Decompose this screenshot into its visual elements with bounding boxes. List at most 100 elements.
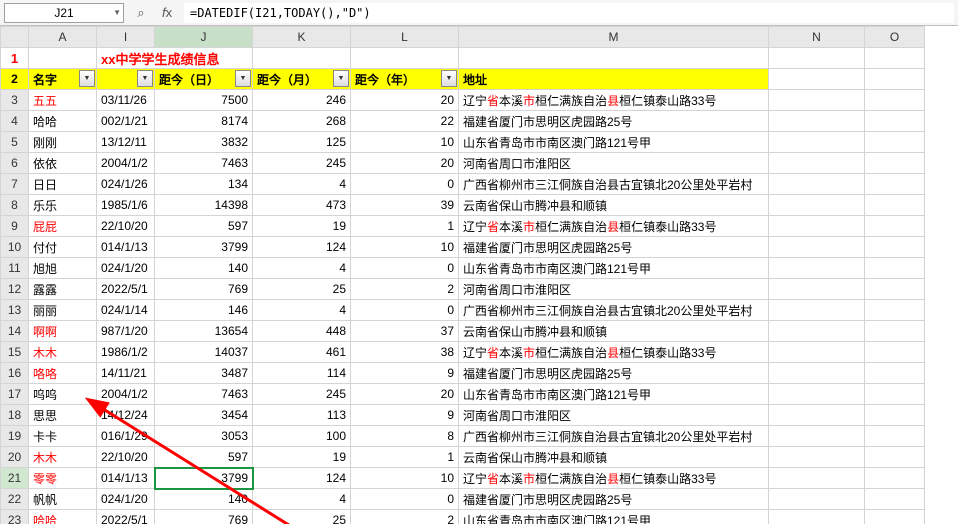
cell-name[interactable]: 日日 xyxy=(29,174,97,195)
cell[interactable] xyxy=(29,48,97,69)
cell[interactable] xyxy=(769,69,865,90)
cell[interactable] xyxy=(865,48,925,69)
cell[interactable] xyxy=(769,195,865,216)
cell-months[interactable]: 245 xyxy=(253,384,351,405)
cell-name[interactable]: 咯咯 xyxy=(29,363,97,384)
row-header[interactable]: 11 xyxy=(1,258,29,279)
col-header-K[interactable]: K xyxy=(253,27,351,48)
cell-months[interactable]: 4 xyxy=(253,174,351,195)
cell[interactable] xyxy=(865,363,925,384)
col-header-L[interactable]: L xyxy=(351,27,459,48)
cell[interactable] xyxy=(865,510,925,524)
cell-date[interactable]: 14/11/21 xyxy=(97,363,155,384)
row-header[interactable]: 4 xyxy=(1,111,29,132)
row-header[interactable]: 5 xyxy=(1,132,29,153)
cell[interactable] xyxy=(769,111,865,132)
cell[interactable] xyxy=(769,132,865,153)
cell-years[interactable]: 38 xyxy=(351,342,459,363)
cell[interactable] xyxy=(769,174,865,195)
filter-dropdown-icon[interactable]: ▼ xyxy=(333,70,349,87)
cell-name[interactable]: 哈哈 xyxy=(29,111,97,132)
cell[interactable] xyxy=(769,321,865,342)
cell[interactable] xyxy=(769,405,865,426)
row-header[interactable]: 23 xyxy=(1,510,29,524)
cell-days[interactable]: 597 xyxy=(155,447,253,468)
cell[interactable] xyxy=(769,426,865,447)
cell[interactable] xyxy=(769,279,865,300)
cell-months[interactable]: 4 xyxy=(253,258,351,279)
cell-date[interactable]: 987/1/20 xyxy=(97,321,155,342)
cell-name[interactable]: 零零 xyxy=(29,468,97,489)
cell-name[interactable]: 露露 xyxy=(29,279,97,300)
cell-months[interactable]: 114 xyxy=(253,363,351,384)
cell-date[interactable]: 2004/1/2 xyxy=(97,384,155,405)
cell[interactable] xyxy=(769,237,865,258)
cell-months[interactable]: 25 xyxy=(253,510,351,524)
cell[interactable] xyxy=(865,468,925,489)
filter-dropdown-icon[interactable]: ▼ xyxy=(235,70,251,87)
cell-name[interactable]: 木木 xyxy=(29,447,97,468)
col-header-A[interactable]: A xyxy=(29,27,97,48)
cell-months[interactable]: 268 xyxy=(253,111,351,132)
cell-months[interactable]: 124 xyxy=(253,468,351,489)
cell-addr[interactable]: 辽宁省本溪市桓仁满族自治县桓仁镇泰山路33号 xyxy=(459,342,769,363)
cell[interactable] xyxy=(865,174,925,195)
cell-addr[interactable]: 山东省青岛市市南区澳门路121号甲 xyxy=(459,132,769,153)
cell[interactable] xyxy=(769,363,865,384)
cell-addr[interactable]: 云南省保山市腾冲县和顺镇 xyxy=(459,447,769,468)
cell-addr[interactable]: 山东省青岛市市南区澳门路121号甲 xyxy=(459,384,769,405)
cell-months[interactable]: 246 xyxy=(253,90,351,111)
cell-name[interactable]: 付付 xyxy=(29,237,97,258)
filter-dropdown-icon[interactable]: ▼ xyxy=(441,70,457,87)
row-header[interactable]: 1 xyxy=(1,48,29,69)
cell-days[interactable]: 14037 xyxy=(155,342,253,363)
cell-addr[interactable]: 辽宁省本溪市桓仁满族自治县桓仁镇泰山路33号 xyxy=(459,216,769,237)
cell-years[interactable]: 37 xyxy=(351,321,459,342)
cell-name[interactable]: 丽丽 xyxy=(29,300,97,321)
cell-years[interactable]: 8 xyxy=(351,426,459,447)
cell[interactable] xyxy=(769,300,865,321)
cell-days[interactable]: 3799 xyxy=(155,468,253,489)
cell-days[interactable]: 14398 xyxy=(155,195,253,216)
cell-name[interactable]: 屁屁 xyxy=(29,216,97,237)
cell-name[interactable]: 五五 xyxy=(29,90,97,111)
filter-cell-addr[interactable]: 地址 xyxy=(459,69,769,90)
cell-days[interactable]: 769 xyxy=(155,510,253,524)
cell[interactable] xyxy=(351,48,459,69)
cell-days[interactable]: 7463 xyxy=(155,153,253,174)
row-header[interactable]: 9 xyxy=(1,216,29,237)
cell-months[interactable]: 113 xyxy=(253,405,351,426)
cell[interactable] xyxy=(769,48,865,69)
cell-date[interactable]: 024/1/14 xyxy=(97,300,155,321)
cell-date[interactable]: 03/11/26 xyxy=(97,90,155,111)
cell-name[interactable]: 乐乐 xyxy=(29,195,97,216)
cell-date[interactable]: 016/1/29 xyxy=(97,426,155,447)
filter-dropdown-icon[interactable]: ▼ xyxy=(137,70,153,87)
cell-addr[interactable]: 福建省厦门市思明区虎园路25号 xyxy=(459,111,769,132)
cell[interactable] xyxy=(769,153,865,174)
cell-months[interactable]: 4 xyxy=(253,300,351,321)
cell-name[interactable]: 思思 xyxy=(29,405,97,426)
cell[interactable] xyxy=(769,216,865,237)
cell-date[interactable]: 024/1/26 xyxy=(97,174,155,195)
cell-addr[interactable]: 山东省青岛市市南区澳门路121号甲 xyxy=(459,510,769,524)
cell-days[interactable]: 13654 xyxy=(155,321,253,342)
row-header[interactable]: 8 xyxy=(1,195,29,216)
cell-years[interactable]: 9 xyxy=(351,363,459,384)
col-header-N[interactable]: N xyxy=(769,27,865,48)
cell-addr[interactable]: 河南省周口市淮阳区 xyxy=(459,279,769,300)
cell[interactable] xyxy=(865,342,925,363)
name-box[interactable]: J21 ▼ xyxy=(4,3,124,23)
cell[interactable] xyxy=(865,237,925,258)
cell-date[interactable]: 014/1/13 xyxy=(97,237,155,258)
row-header[interactable]: 2 xyxy=(1,69,29,90)
cell-date[interactable]: 14/12/24 xyxy=(97,405,155,426)
cell[interactable] xyxy=(769,468,865,489)
cell[interactable] xyxy=(769,447,865,468)
row-header[interactable]: 12 xyxy=(1,279,29,300)
cell-addr[interactable]: 广西省柳州市三江侗族自治县古宜镇北20公里处平岩村 xyxy=(459,174,769,195)
cell[interactable] xyxy=(865,321,925,342)
cell-addr[interactable]: 福建省厦门市思明区虎园路25号 xyxy=(459,489,769,510)
row-header[interactable]: 7 xyxy=(1,174,29,195)
cell-addr[interactable]: 河南省周口市淮阳区 xyxy=(459,405,769,426)
